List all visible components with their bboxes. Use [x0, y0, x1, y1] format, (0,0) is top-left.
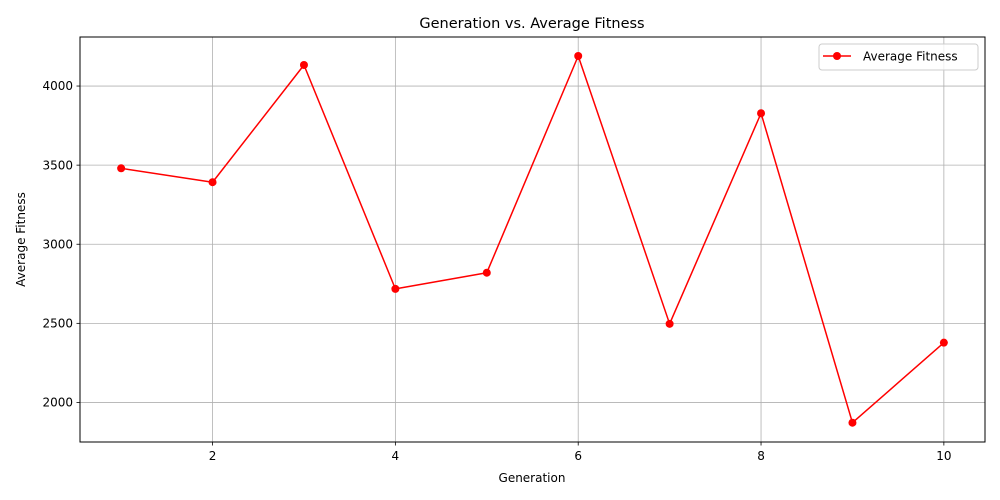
data-point-marker: [848, 418, 857, 427]
data-point-marker: [939, 338, 948, 347]
x-tick-label: 6: [574, 449, 582, 463]
legend-marker-swatch: [833, 52, 841, 60]
y-tick-label: 2000: [42, 396, 73, 410]
plot-frame: [79, 36, 986, 443]
data-point-marker: [391, 284, 400, 293]
y-tick-label: 4000: [42, 79, 73, 93]
legend-label: Average Fitness: [863, 50, 958, 64]
data-point-marker: [665, 319, 674, 328]
x-tick-label: 10: [936, 449, 951, 463]
chart-title: Generation vs. Average Fitness: [419, 16, 644, 32]
legend-box: [818, 43, 979, 71]
data-point-marker: [299, 61, 308, 70]
x-axis-ticks: 2 4 6 8 10: [209, 442, 952, 463]
legend: Average Fitness: [818, 43, 979, 71]
data-point-marker: [574, 51, 583, 60]
y-tick-label: 3500: [42, 158, 73, 172]
data-point-marker: [117, 164, 126, 173]
data-point-marker: [482, 268, 491, 277]
y-axis-title: Average Fitness: [14, 192, 28, 287]
x-tick-label: 4: [392, 449, 400, 463]
y-tick-label: 3000: [42, 237, 73, 251]
x-tick-label: 8: [757, 449, 765, 463]
y-tick-label: 2500: [42, 317, 73, 331]
series-layer: [117, 51, 948, 427]
x-axis-title: Generation: [499, 471, 566, 485]
series-line: [121, 55, 945, 424]
grid-layer: [80, 37, 985, 442]
data-point-marker: [208, 178, 217, 187]
x-tick-label: 2: [209, 449, 217, 463]
data-point-marker: [757, 109, 766, 118]
y-axis-ticks: 2000 2500 3000 3500 4000: [42, 79, 80, 410]
